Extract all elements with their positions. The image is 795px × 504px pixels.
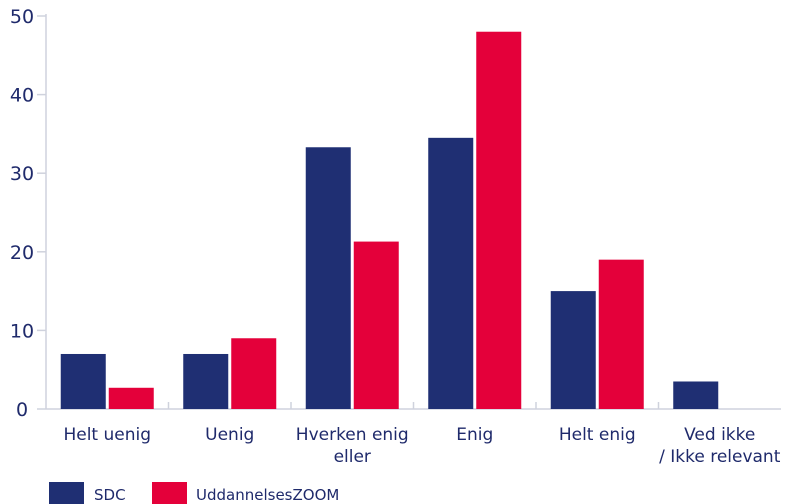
bar-sdc — [550, 291, 596, 409]
legend-swatch-uddannelseszoom — [152, 482, 187, 504]
y-tick-label: 50 — [10, 6, 34, 28]
bar-sdc — [60, 353, 106, 409]
bar-uddannelseszoom — [108, 387, 154, 409]
y-tick-label: 0 — [16, 399, 28, 421]
legend-swatch-sdc — [49, 482, 84, 504]
y-axis: 0 10 20 30 40 50 — [10, 6, 47, 421]
legend: SDC UddannelsesZOOM — [49, 482, 339, 504]
x-tick-label: Ved ikke / Ikke relevant — [659, 425, 781, 467]
bar-sdc — [428, 137, 474, 409]
bar-sdc — [183, 353, 229, 409]
x-tick-label: Enig — [456, 425, 493, 445]
bar-uddannelseszoom — [231, 338, 277, 409]
y-tick-label: 30 — [10, 163, 34, 185]
bar-uddannelseszoom — [353, 241, 399, 409]
legend-label-sdc: SDC — [94, 486, 126, 504]
y-tick-label: 20 — [10, 242, 34, 264]
y-tick-label: 40 — [10, 85, 34, 107]
bar-uddannelseszoom — [598, 259, 644, 409]
x-tick-label: Uenig — [205, 425, 254, 445]
x-axis: Helt uenig Uenig Hverken enig eller Enig Helt… — [46, 402, 781, 467]
x-tick-label: Helt enig — [559, 425, 636, 445]
bars — [60, 31, 719, 409]
bar-sdc — [305, 147, 351, 409]
bar-sdc — [673, 381, 719, 409]
bar-uddannelseszoom — [476, 31, 522, 409]
legend-label-uddannelseszoom: UddannelsesZOOM — [196, 486, 339, 504]
x-tick-label: Hverken enig eller — [296, 425, 409, 467]
y-tick-label: 10 — [10, 320, 34, 342]
x-tick-label: Helt uenig — [63, 425, 151, 445]
